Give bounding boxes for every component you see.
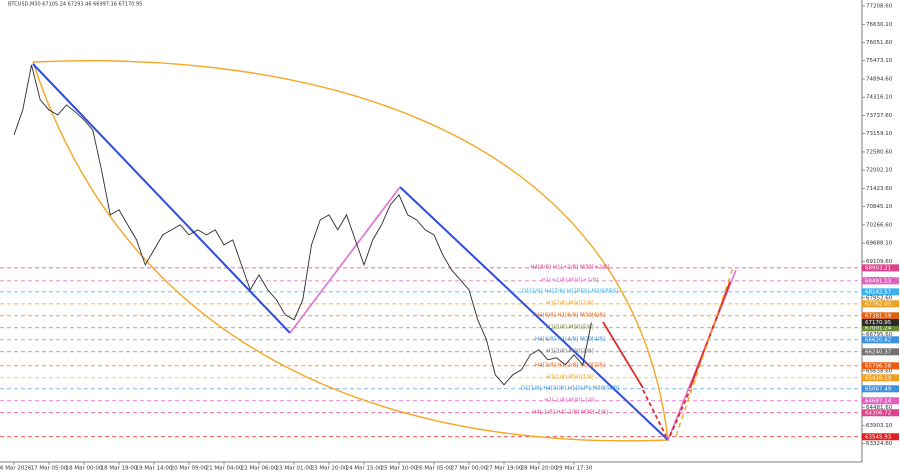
x-tick-label: 22 Mar 06:00 [241, 466, 278, 472]
level-tag [862, 336, 899, 344]
level-tag-label: 67762.03 [865, 301, 892, 307]
level-label: H4[3/8] H1[2/8] M30[2/8] [535, 362, 605, 368]
level-tag [862, 348, 899, 356]
trend-line [399, 186, 669, 441]
level-tag-label: 66240.37 [865, 349, 892, 355]
level-tag [862, 300, 899, 308]
level-tag [862, 374, 899, 382]
level-tag [862, 277, 899, 285]
y-tick-label: 64481.60 [866, 405, 893, 411]
y-tick-label: 76630.10 [866, 22, 893, 28]
y-tick-label: 63903.10 [866, 423, 893, 429]
x-tick-label: 21 Mar 04:00 [206, 466, 243, 472]
x-tick-label: 27 Mar 19:00 [486, 466, 523, 472]
x-tick-label: 17 Mar 05:00 [31, 466, 68, 472]
level-label: H4[8/8] H1[+2/8] M30[+2/8] [530, 264, 609, 270]
chart-title: BTCUSD,M30 67105.24 67293.46 66997.16 67… [8, 2, 142, 8]
level-label: D1[1/8] H4[SUP] H1[SUP] M30[SUP] [521, 385, 620, 391]
y-tick-label: 70266.60 [866, 222, 893, 228]
x-tick-label: 24 Mar 15:00 [346, 466, 383, 472]
level-tag-label: 67381.59 [865, 313, 892, 319]
level-label: H1[5/8] M30[5/8] [546, 324, 593, 330]
x-tick-label: 16 Mar 2026 [0, 466, 32, 472]
arrow [669, 389, 691, 437]
level-tag-label: 63545.93 [865, 434, 892, 440]
x-tick-label: 28 Mar 20:00 [521, 466, 558, 472]
level-tag-label: 68903.21 [865, 265, 891, 271]
y-tick-label: 65638.60 [866, 368, 893, 374]
y-tick-label: 72580.60 [866, 149, 893, 155]
arrow [642, 389, 667, 437]
x-tick-label: 26 Mar 05:00 [416, 466, 453, 472]
x-tick-label: 19 Mar 14:00 [136, 466, 173, 472]
arrow [689, 281, 731, 389]
y-tick-label: 69109.60 [866, 259, 893, 265]
y-tick-label: 73737.60 [866, 113, 893, 119]
y-tick-label: 63324.60 [866, 441, 893, 447]
y-tick-label: 71423.60 [866, 186, 893, 192]
y-tick-label: 66795.60 [866, 332, 893, 338]
y-tick-label: 76051.60 [866, 40, 893, 46]
level-tag [862, 324, 899, 332]
level-label: H1[3/8] M30[3/8] [546, 348, 593, 354]
level-tag [862, 409, 899, 417]
last-price-tag [862, 318, 899, 326]
x-tick-label: 20 Mar 09:00 [171, 466, 208, 472]
y-tick-label: 69688.10 [866, 241, 893, 247]
level-tag [862, 362, 899, 370]
level-label: H4[-1/8] H1[-2/8] M30[-2/8] [532, 409, 608, 415]
level-label: H1[+1/8] M30[+1/8] [542, 277, 599, 283]
arrow [602, 321, 644, 389]
level-tag-label: 65796.58 [865, 363, 892, 369]
x-tick-label: 27 Mar 00:00 [451, 466, 488, 472]
x-tick-label: 18 Mar 00:00 [66, 466, 103, 472]
y-tick-label: 74894.60 [866, 76, 893, 82]
level-tag [862, 433, 899, 441]
price-line [13, 64, 592, 386]
projection [675, 264, 735, 437]
y-tick-label: 73159.10 [866, 131, 893, 137]
x-tick-label: 29 Mar 17:30 [556, 466, 593, 472]
last-price-label: 67170.95 [865, 320, 892, 326]
level-label: H1[1/8] M30[1/8] [546, 374, 593, 380]
y-tick-label: 70845.10 [866, 204, 893, 210]
level-tag-label: 66620.82 [865, 337, 891, 343]
trend-line [289, 186, 401, 334]
level-label: D1[2/8] H4[7/8] H1[RES] M30[RES] [522, 288, 618, 294]
level-tag [862, 288, 899, 296]
y-tick-label: 75473.10 [866, 58, 893, 64]
trend-line [32, 63, 291, 334]
x-tick-label: 25 Mar 10:00 [381, 466, 418, 472]
x-tick-label: 23 Mar 01:00 [276, 466, 313, 472]
level-tag-label: 64687.14 [865, 398, 892, 404]
x-tick-label: 23 Mar 20:00 [311, 466, 348, 472]
level-tag-label: 68491.13 [865, 278, 892, 284]
y-tick-label: 77208.60 [866, 4, 893, 10]
level-tag [862, 264, 899, 272]
annotations [32, 60, 737, 442]
level-tag-label: 65067.49 [865, 386, 892, 392]
x-tick-label: 18 Mar 19:00 [101, 466, 138, 472]
y-tick-label: 74316.10 [866, 95, 893, 101]
level-tag-label: 65416.19 [865, 375, 892, 381]
level-label: H4[6/8] H1[6/8] M30[6/8] [535, 312, 605, 318]
level-tag [862, 397, 899, 405]
level-tag-label: 68142.57 [865, 289, 892, 295]
level-tag-label: 64306.72 [865, 410, 891, 416]
y-tick-label: 72002.10 [866, 168, 893, 174]
level-tag [862, 312, 899, 320]
level-label: H1[-1/8] M30[-1/8] [544, 397, 595, 403]
level-tag [862, 385, 899, 393]
level-tag-label: 67001.24 [865, 325, 892, 331]
level-label: H4[4/8] H1[4/8] M30[4/8] [535, 336, 605, 342]
level-label: H1[7/8] M30[7/8] [546, 300, 593, 306]
y-tick-label: 67952.60 [866, 295, 893, 301]
